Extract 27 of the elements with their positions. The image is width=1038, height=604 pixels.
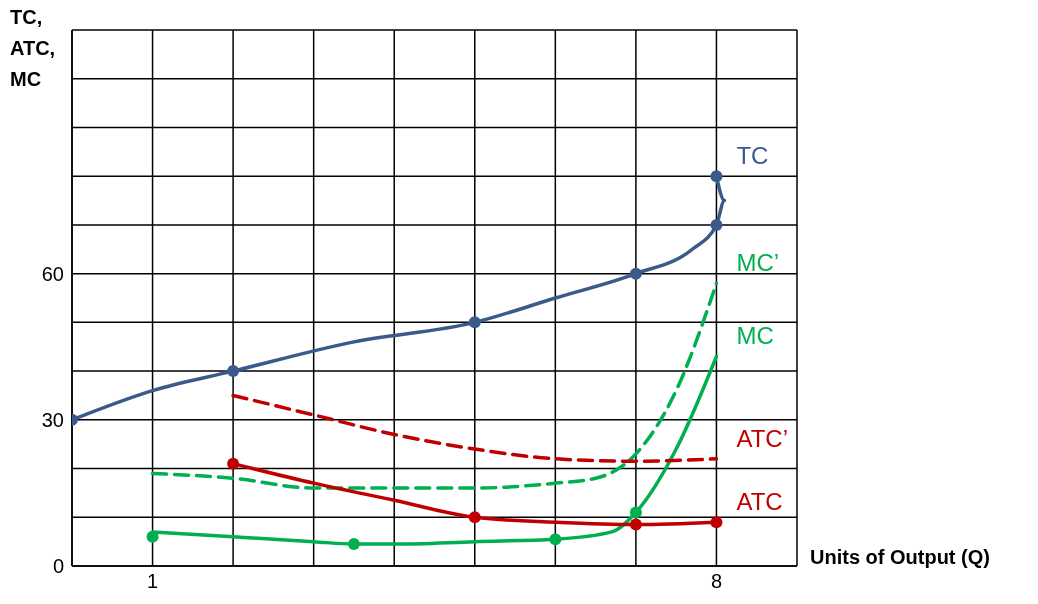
point bbox=[146, 530, 159, 543]
line-series bbox=[231, 393, 719, 463]
point bbox=[347, 538, 360, 551]
y-tick-label: 0 bbox=[52, 555, 64, 578]
point bbox=[468, 511, 481, 524]
x-tick-label: 1 bbox=[146, 570, 159, 593]
y-tick-label: 60 bbox=[41, 262, 64, 285]
point bbox=[710, 170, 723, 183]
y-tick-label: 30 bbox=[41, 408, 64, 431]
point bbox=[629, 506, 642, 519]
point bbox=[629, 518, 642, 531]
point bbox=[468, 316, 481, 329]
point bbox=[227, 457, 240, 470]
series-label: MC bbox=[736, 322, 774, 350]
series-label: MC’ bbox=[736, 249, 780, 277]
series-label: TC bbox=[736, 142, 769, 170]
x-axis-title: Units of Output (Q) bbox=[810, 546, 990, 569]
line-series bbox=[150, 281, 719, 490]
x-tick-label: 8 bbox=[710, 570, 723, 593]
point bbox=[629, 267, 642, 280]
y-axis-title: TC, ATC, MC bbox=[10, 5, 56, 92]
point bbox=[710, 516, 723, 529]
point bbox=[227, 365, 240, 378]
series-label: ATC bbox=[736, 488, 783, 516]
point bbox=[549, 533, 562, 546]
series-label: ATC’ bbox=[736, 424, 789, 452]
point bbox=[710, 218, 723, 231]
